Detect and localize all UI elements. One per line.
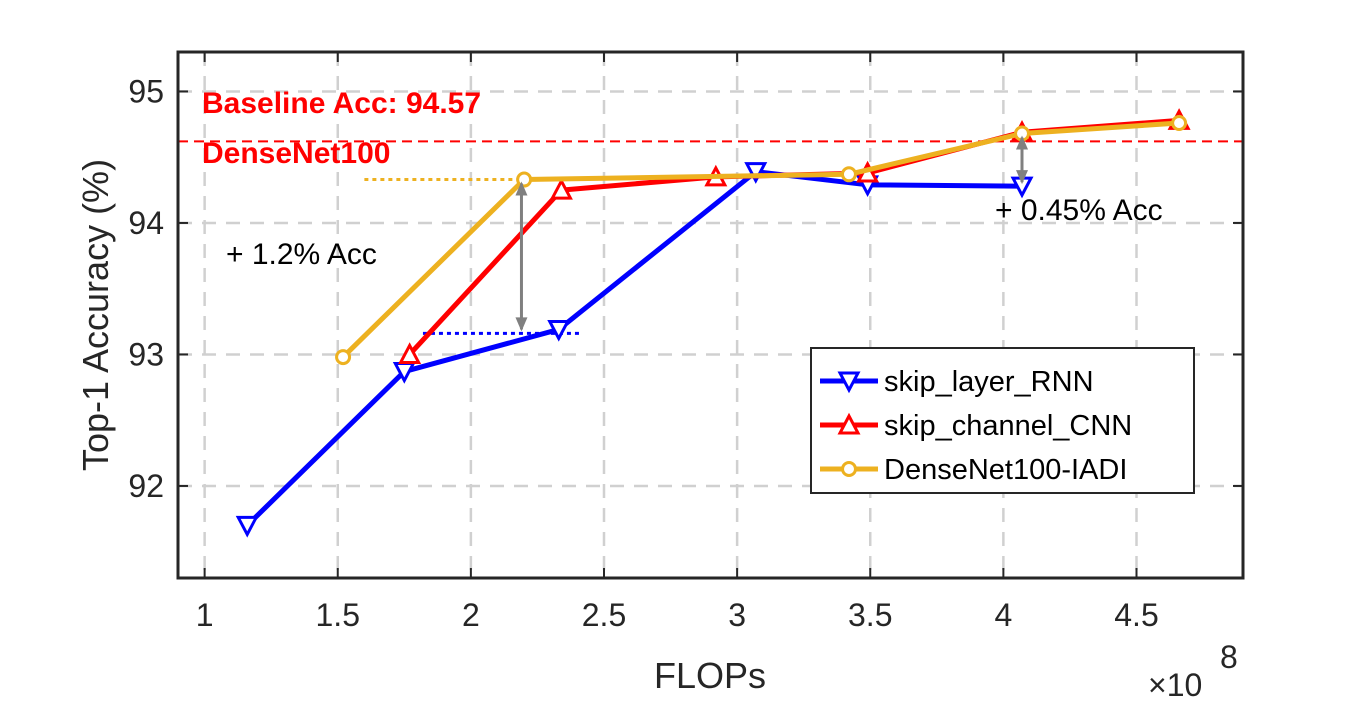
x-axis-exponent-power: 8 bbox=[1220, 639, 1238, 675]
x-tick-label: 2.5 bbox=[582, 597, 626, 633]
y-tick-label: 95 bbox=[128, 73, 164, 109]
series-line bbox=[245, 169, 1023, 528]
gap-arrow-head-up bbox=[1016, 135, 1029, 150]
data-point bbox=[840, 166, 857, 183]
x-tick-label: 2 bbox=[462, 597, 480, 633]
right-gain-annotation: + 0.45% Acc bbox=[995, 194, 1163, 227]
baseline-label-model: DenseNet100 bbox=[202, 137, 390, 170]
data-point bbox=[398, 342, 422, 364]
data-series bbox=[235, 108, 1191, 538]
data-point bbox=[335, 349, 352, 366]
data-point bbox=[516, 171, 533, 188]
data-point bbox=[235, 515, 259, 538]
series-skip_layer_RNN bbox=[235, 162, 1034, 538]
data-point bbox=[549, 177, 573, 200]
baseline-label-value: Baseline Acc: 94.57 bbox=[202, 87, 481, 120]
y-tick-label: 93 bbox=[128, 336, 164, 372]
legend-label: DenseNet100-IADI bbox=[884, 454, 1127, 486]
data-point bbox=[547, 319, 571, 342]
axis-ticks: 1 1.5 2 2.5 3 3.5 4 4.5 92 93 94 95 bbox=[128, 52, 1243, 633]
series-DenseNet100-IADI bbox=[335, 115, 1188, 366]
legend-marker bbox=[841, 461, 857, 477]
legend: skip_layer_RNN skip_channel_CNN DenseNet10… bbox=[810, 347, 1195, 494]
x-axis-exponent: ×10 bbox=[1148, 667, 1202, 703]
data-point bbox=[1171, 115, 1188, 132]
y-axis-label: Top-1 Accuracy (%) bbox=[75, 159, 116, 471]
x-tick-label: 4 bbox=[994, 597, 1012, 633]
gap-arrow-head-down bbox=[1016, 170, 1029, 185]
x-tick-label: 3.5 bbox=[848, 597, 892, 633]
x-tick-label: 3 bbox=[728, 597, 746, 633]
y-tick-label: 92 bbox=[128, 468, 164, 504]
plot-frame bbox=[176, 50, 1245, 580]
y-tick-label: 94 bbox=[128, 205, 164, 241]
gap-arrows bbox=[515, 135, 1029, 332]
x-tick-label: 1.5 bbox=[316, 597, 360, 633]
left-gain-annotation: + 1.2% Acc bbox=[226, 238, 377, 271]
gap-arrow-head-down bbox=[515, 317, 528, 332]
gap-arrow-head-up bbox=[515, 181, 528, 196]
guide-lines bbox=[364, 178, 583, 335]
legend-marker bbox=[837, 412, 861, 435]
data-point bbox=[744, 162, 768, 184]
x-tick-label: 4.5 bbox=[1114, 597, 1158, 633]
x-tick-label: 1 bbox=[196, 597, 214, 633]
legend-marker bbox=[837, 371, 861, 394]
legend-label: skip_channel_CNN bbox=[884, 410, 1132, 442]
x-axis-label: FLOPs bbox=[654, 655, 766, 696]
legend-label: skip_layer_RNN bbox=[884, 366, 1094, 398]
